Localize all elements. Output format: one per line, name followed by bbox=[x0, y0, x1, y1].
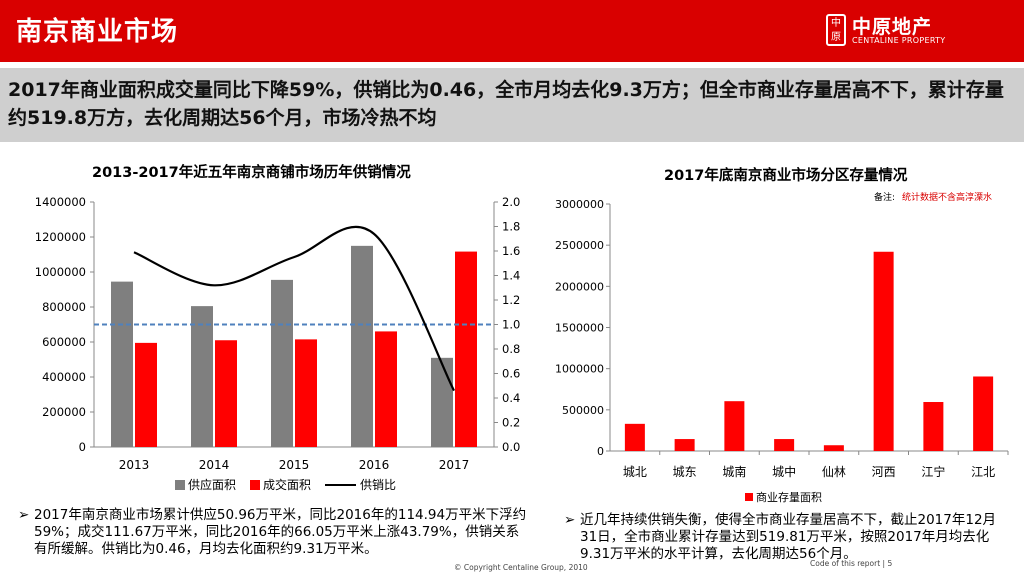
bullet-left-text: 2017年南京商业市场累计供应50.96万平米，同比2016年的114.94万平… bbox=[34, 507, 527, 557]
legend-swatch-sales bbox=[250, 480, 260, 490]
legend-label-ratio: 供销比 bbox=[360, 478, 396, 492]
chart1-x-tick-label: 2017 bbox=[439, 458, 470, 472]
chart1-title: 2013-2017年近五年南京商铺市场历年供销情况 bbox=[92, 165, 411, 181]
chart2-y-tick-label: 2000000 bbox=[555, 280, 604, 293]
sales-bar bbox=[295, 339, 317, 447]
supply-bar bbox=[111, 281, 133, 447]
chart2-note-text: 统计数据不含高淳溧水 bbox=[902, 191, 992, 203]
logo-text-cn: 中原地产 bbox=[852, 16, 933, 38]
stock-bar bbox=[624, 423, 645, 451]
chart2-x-tick-label: 城北 bbox=[623, 465, 647, 479]
chart1-x-tick-label: 2016 bbox=[359, 458, 390, 472]
supply-bar bbox=[271, 279, 293, 447]
stock-bar bbox=[973, 376, 994, 451]
sales-bar bbox=[215, 340, 237, 447]
chart2-y-tick-label: 0 bbox=[597, 445, 604, 458]
chart1-right-tick-label: 1.2 bbox=[502, 293, 520, 307]
chart1-left-tick-label: 0 bbox=[79, 440, 86, 454]
header-bar: 南京商业市场 中原 中原地产 CENTALINE PROPERTY bbox=[0, 0, 1024, 62]
supply-sales-ratio-line bbox=[133, 225, 455, 392]
sales-bar bbox=[375, 331, 397, 447]
chart1-right-tick-label: 0.0 bbox=[502, 440, 520, 454]
page-title: 南京商业市场 bbox=[16, 17, 179, 47]
headline-summary: 2017年商业面积成交量同比下降59%，供销比为0.46，全市月均去化9.3万方… bbox=[8, 79, 1004, 129]
chart2-x-tick-label: 城南 bbox=[722, 464, 746, 479]
chart1-x-tick-label: 2015 bbox=[279, 458, 310, 472]
stock-bar bbox=[774, 439, 795, 451]
chart1-left-tick-label: 200000 bbox=[42, 405, 86, 419]
legend-label-stock: 商业存量面积 bbox=[756, 490, 822, 504]
chart1-left-tick-label: 1200000 bbox=[35, 230, 86, 244]
legend-label-supply: 供应面积 bbox=[188, 477, 236, 492]
bullet-arrow-icon: ➢ bbox=[564, 512, 576, 528]
sales-bar bbox=[135, 342, 157, 447]
chart1-left-tick-label: 1000000 bbox=[35, 265, 86, 279]
chart1-right-tick-label: 1.4 bbox=[502, 269, 520, 283]
stock-bar bbox=[873, 251, 894, 451]
chart2-title: 2017年底南京商业市场分区存量情况 bbox=[664, 168, 908, 184]
stock-bar bbox=[823, 445, 844, 451]
chart1-right-tick-label: 0.8 bbox=[502, 342, 520, 356]
chart2-x-tick-label: 河西 bbox=[872, 465, 896, 479]
supply-bar bbox=[351, 245, 373, 447]
stock-bar bbox=[724, 401, 745, 451]
chart2-y-tick-label: 1500000 bbox=[555, 322, 604, 335]
bullet-arrow-icon: ➢ bbox=[18, 507, 30, 523]
stock-bar bbox=[923, 402, 944, 451]
chart1-right-tick-label: 1.6 bbox=[502, 244, 520, 258]
chart1-left-tick-label: 400000 bbox=[42, 370, 86, 384]
district-stock-chart: 备注: 统计数据不含高淳溧水 0 500000 1000000 1500000 200000… bbox=[555, 191, 1009, 504]
chart2-y-tick-label: 500000 bbox=[562, 404, 604, 417]
headline-band: 2017年商业面积成交量同比下降59%，供销比为0.46，全市月均去化9.3万方… bbox=[0, 68, 1024, 142]
supply-sales-chart: 0 200000 400000 600000 800000 1000000 1200000 1… bbox=[35, 195, 521, 492]
chart2-x-tick-label: 江北 bbox=[971, 465, 995, 479]
stock-bar bbox=[674, 439, 695, 451]
chart2-note-label: 备注: bbox=[874, 191, 895, 203]
logo-text-en: CENTALINE PROPERTY bbox=[852, 36, 946, 45]
logo-seal-icon: 中原 bbox=[826, 14, 846, 46]
chart1-right-tick-label: 0.6 bbox=[502, 367, 520, 381]
chart1-x-tick-label: 2014 bbox=[199, 458, 230, 472]
chart1-right-tick-label: 0.2 bbox=[502, 416, 520, 430]
legend-label-sales: 成交面积 bbox=[263, 477, 311, 492]
chart2-x-tick-label: 仙林 bbox=[822, 465, 846, 479]
chart1-x-tick-label: 2013 bbox=[119, 458, 150, 472]
legend-swatch-stock bbox=[745, 493, 753, 501]
copyright-text: © Copyright Centaline Group, 2010 bbox=[454, 563, 588, 572]
chart1-right-tick-label: 0.4 bbox=[502, 391, 520, 405]
chart1-left-tick-label: 800000 bbox=[42, 300, 86, 314]
bullet-right: ➢ 近几年持续供销失衡，使得全市商业存量居高不下，截止2017年12月31日，全… bbox=[564, 512, 1012, 563]
chart2-y-tick-label: 3000000 bbox=[555, 198, 604, 211]
legend-swatch-supply bbox=[175, 480, 185, 490]
chart2-x-tick-label: 城中 bbox=[772, 464, 796, 479]
supply-bar bbox=[191, 306, 213, 447]
chart1-left-tick-label: 1400000 bbox=[35, 195, 86, 209]
supply-bar bbox=[431, 357, 453, 447]
report-code-text: Code of this report | 5 bbox=[810, 559, 893, 568]
chart2-x-tick-label: 城东 bbox=[673, 465, 697, 479]
bullet-left: ➢ 2017年南京商业市场累计供应50.96万平米，同比2016年的114.94… bbox=[18, 507, 530, 558]
chart1-left-tick-label: 600000 bbox=[42, 335, 86, 349]
chart1-right-tick-label: 1.8 bbox=[502, 220, 520, 234]
chart2-y-tick-label: 2500000 bbox=[555, 239, 604, 252]
chart1-right-tick-label: 2.0 bbox=[502, 195, 520, 209]
chart1-right-tick-label: 1.0 bbox=[502, 318, 520, 332]
bullet-right-text: 近几年持续供销失衡，使得全市商业存量居高不下，截止2017年12月31日，全市商… bbox=[580, 512, 997, 562]
centaline-logo: 中原 中原地产 CENTALINE PROPERTY bbox=[826, 14, 966, 48]
chart2-x-tick-label: 江宁 bbox=[921, 464, 945, 479]
chart2-y-tick-label: 1000000 bbox=[555, 363, 604, 376]
sales-bar bbox=[455, 251, 477, 447]
